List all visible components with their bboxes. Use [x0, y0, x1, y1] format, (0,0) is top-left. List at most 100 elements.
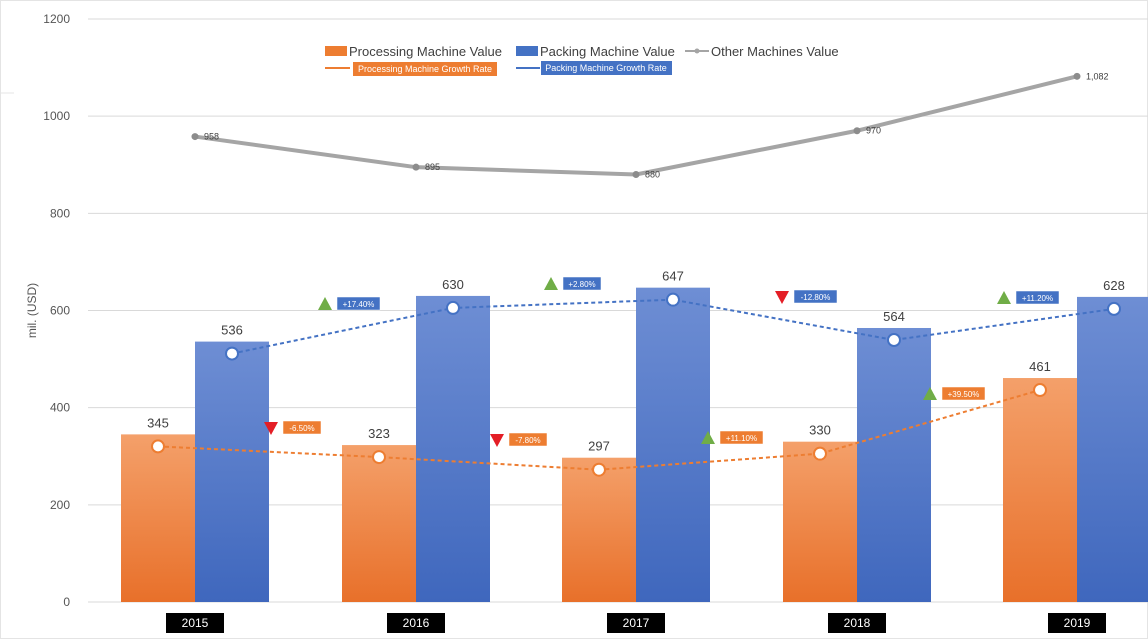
other-machines-point	[1073, 72, 1081, 80]
down-arrow-icon	[264, 422, 278, 435]
rate-label: -6.50%	[289, 424, 314, 433]
up-arrow-icon	[318, 297, 332, 310]
rate-label-box	[336, 296, 381, 311]
legend-label-processing: Processing Machine Value	[349, 44, 502, 59]
x-tick-label: 2016	[403, 616, 430, 630]
processing-growth-marker	[372, 450, 386, 465]
y-tick-label: 1000	[43, 109, 70, 123]
rate-label: +2.80%	[568, 280, 595, 289]
processing-growth-marker	[151, 439, 165, 454]
bar-packing	[416, 295, 490, 602]
legend-box-packing-growth	[541, 61, 672, 75]
year-box	[607, 613, 665, 633]
legend-label-packing-growth: Packing Machine Growth Rate	[545, 63, 667, 73]
rate-label: +11.20%	[1022, 294, 1053, 303]
bar-processing	[783, 441, 857, 602]
y-tick-label: 800	[50, 206, 70, 220]
up-arrow-icon	[701, 431, 715, 444]
bars	[121, 287, 1148, 602]
packing-growth-badge: +2.80%	[544, 276, 602, 291]
other-machines-value-label: 880	[645, 169, 660, 179]
bar-processing	[342, 445, 416, 602]
y-tick-label: 200	[50, 498, 70, 512]
rate-label: +17.40%	[343, 300, 375, 309]
up-arrow-icon	[997, 291, 1011, 304]
up-arrow-icon	[544, 277, 558, 290]
year-box	[387, 613, 445, 633]
x-tick-label: 2019	[1064, 616, 1091, 630]
processing-value-label: 323	[368, 426, 390, 441]
y-axis-label: mil. (USD)	[25, 283, 39, 338]
rate-label-box	[282, 420, 322, 435]
packing-growth-badge: +17.40%	[318, 296, 381, 311]
rate-label: -7.80%	[515, 436, 540, 445]
other-machines-point	[191, 133, 199, 141]
packing-growth-marker	[225, 346, 239, 361]
y-tick-label: 1200	[43, 12, 70, 26]
packing-growth-marker	[887, 332, 901, 347]
legend-label-packing: Packing Machine Value	[540, 44, 675, 59]
processing-growth-marker	[592, 462, 606, 477]
processing-growth-badge: -7.80%	[490, 432, 548, 447]
year-box	[828, 613, 886, 633]
bar-processing	[562, 457, 636, 602]
processing-value-label: 297	[588, 439, 610, 454]
packing-growth-marker	[1107, 301, 1121, 316]
legend-swatch-other-marker	[694, 48, 700, 54]
bar-packing	[195, 341, 269, 602]
up-arrow-icon	[923, 387, 937, 400]
x-tick-label: 2018	[844, 616, 871, 630]
other-machines-line	[194, 74, 1078, 177]
processing-value-label: 461	[1029, 359, 1051, 374]
bar-packing	[636, 287, 710, 602]
y-tick-label: 400	[50, 401, 70, 415]
packing-growth-marker	[446, 300, 460, 315]
rate-label: +39.50%	[948, 390, 980, 399]
bar-processing	[121, 434, 195, 602]
legend-label-other: Other Machines Value	[711, 44, 839, 59]
processing-growth-badge: +11.10%	[701, 430, 764, 445]
other-machines-value-label: 958	[204, 132, 219, 142]
y-tick-label: 0	[63, 595, 70, 609]
processing-growth-badge: -6.50%	[264, 420, 322, 435]
down-arrow-icon	[490, 434, 504, 447]
year-box	[1048, 613, 1106, 633]
down-arrow-icon	[775, 291, 789, 304]
other-machines-point	[632, 170, 640, 178]
rate-label: +11.10%	[726, 434, 757, 443]
processing-growth-marker	[1033, 383, 1047, 398]
packing-value-label: 630	[442, 277, 464, 292]
rate-label-box	[562, 276, 602, 291]
processing-growth-badge: +39.50%	[923, 386, 986, 401]
other-machines-value-label: 1,082	[1086, 71, 1109, 81]
processing-growth-marker	[813, 446, 827, 461]
legend-swatch-processing	[325, 46, 347, 56]
other-machines-value-label: 895	[425, 162, 440, 172]
processing-value-label: 330	[809, 423, 831, 438]
y-tick-label: 600	[50, 304, 70, 318]
packing-growth-marker	[666, 292, 680, 307]
bar-packing	[1077, 296, 1148, 602]
other-machines-point	[853, 127, 861, 135]
legend-label-processing-growth: Processing Machine Growth Rate	[358, 64, 492, 74]
legend: Processing Machine Value Packing Machine …	[325, 44, 839, 76]
packing-value-label: 536	[221, 323, 243, 338]
processing-value-label: 345	[147, 415, 169, 430]
rate-label-box	[508, 432, 548, 447]
rate-label-box	[719, 430, 764, 445]
packing-value-label: 628	[1103, 278, 1125, 293]
other-machines-value-label: 970	[866, 126, 881, 136]
x-tick-label: 2017	[623, 616, 650, 630]
year-box	[166, 613, 224, 633]
legend-swatch-packing	[516, 46, 538, 56]
rate-label-box	[793, 289, 838, 304]
packing-growth-line	[231, 298, 1115, 355]
other-machines-point	[412, 163, 420, 171]
packing-value-label: 564	[883, 309, 905, 324]
packing-growth-badge: -12.80%	[775, 289, 838, 304]
rate-label-box	[941, 386, 986, 401]
x-tick-label: 2015	[182, 616, 209, 630]
rate-label: -12.80%	[801, 293, 831, 302]
legend-box-processing-growth	[353, 62, 497, 76]
